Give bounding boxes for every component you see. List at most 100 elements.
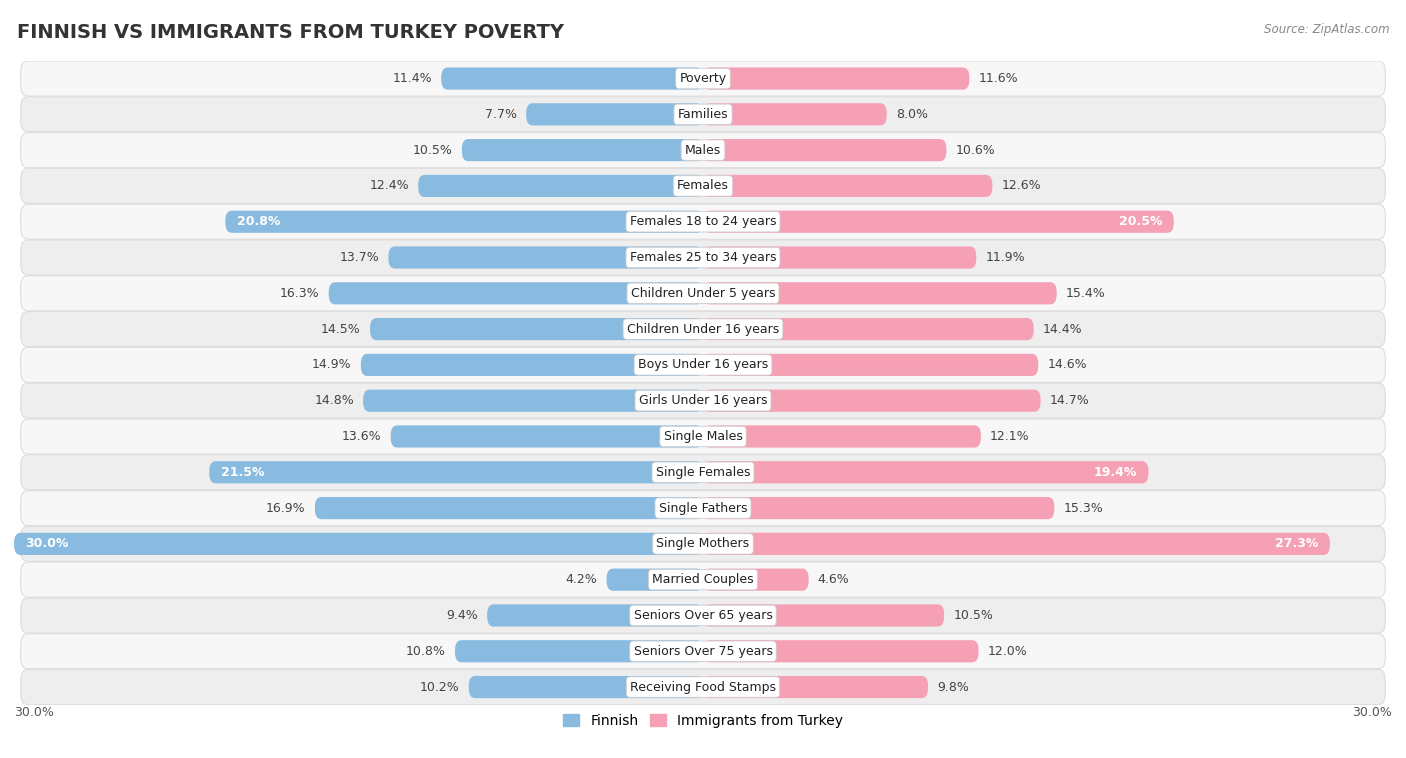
FancyBboxPatch shape xyxy=(21,526,1385,562)
FancyBboxPatch shape xyxy=(703,568,808,590)
Text: Females 18 to 24 years: Females 18 to 24 years xyxy=(630,215,776,228)
Text: 13.7%: 13.7% xyxy=(339,251,380,264)
Text: 12.0%: 12.0% xyxy=(988,645,1028,658)
FancyBboxPatch shape xyxy=(315,497,703,519)
Text: 7.7%: 7.7% xyxy=(485,108,517,121)
FancyBboxPatch shape xyxy=(703,246,976,268)
FancyBboxPatch shape xyxy=(21,490,1385,525)
FancyBboxPatch shape xyxy=(703,461,1149,484)
Text: Poverty: Poverty xyxy=(679,72,727,85)
Text: 9.8%: 9.8% xyxy=(938,681,969,694)
Text: 13.6%: 13.6% xyxy=(342,430,381,443)
Text: 9.4%: 9.4% xyxy=(446,609,478,622)
FancyBboxPatch shape xyxy=(21,562,1385,597)
Text: 30.0%: 30.0% xyxy=(14,706,53,719)
Text: Families: Families xyxy=(678,108,728,121)
FancyBboxPatch shape xyxy=(21,240,1385,275)
Text: 10.5%: 10.5% xyxy=(413,143,453,157)
Text: Receiving Food Stamps: Receiving Food Stamps xyxy=(630,681,776,694)
Text: 21.5%: 21.5% xyxy=(221,465,264,479)
FancyBboxPatch shape xyxy=(703,175,993,197)
FancyBboxPatch shape xyxy=(21,133,1385,168)
Text: 12.6%: 12.6% xyxy=(1001,180,1042,193)
Text: 19.4%: 19.4% xyxy=(1094,465,1137,479)
FancyBboxPatch shape xyxy=(21,347,1385,383)
FancyBboxPatch shape xyxy=(456,641,703,662)
FancyBboxPatch shape xyxy=(21,598,1385,633)
FancyBboxPatch shape xyxy=(21,455,1385,490)
FancyBboxPatch shape xyxy=(703,390,1040,412)
Text: Boys Under 16 years: Boys Under 16 years xyxy=(638,359,768,371)
FancyBboxPatch shape xyxy=(703,641,979,662)
Text: 4.6%: 4.6% xyxy=(818,573,849,586)
Text: 11.6%: 11.6% xyxy=(979,72,1018,85)
FancyBboxPatch shape xyxy=(361,354,703,376)
Text: Single Mothers: Single Mothers xyxy=(657,537,749,550)
Text: 10.8%: 10.8% xyxy=(406,645,446,658)
FancyBboxPatch shape xyxy=(21,634,1385,669)
Text: 14.5%: 14.5% xyxy=(321,323,361,336)
Text: Children Under 16 years: Children Under 16 years xyxy=(627,323,779,336)
FancyBboxPatch shape xyxy=(391,425,703,447)
FancyBboxPatch shape xyxy=(703,211,1174,233)
FancyBboxPatch shape xyxy=(329,282,703,305)
Text: 20.5%: 20.5% xyxy=(1119,215,1163,228)
FancyBboxPatch shape xyxy=(21,312,1385,346)
Text: 16.9%: 16.9% xyxy=(266,502,305,515)
Text: Seniors Over 75 years: Seniors Over 75 years xyxy=(634,645,772,658)
Text: 15.3%: 15.3% xyxy=(1063,502,1104,515)
FancyBboxPatch shape xyxy=(703,103,887,125)
FancyBboxPatch shape xyxy=(486,604,703,627)
Legend: Finnish, Immigrants from Turkey: Finnish, Immigrants from Turkey xyxy=(557,708,849,734)
Text: 10.2%: 10.2% xyxy=(420,681,460,694)
FancyBboxPatch shape xyxy=(703,604,945,627)
FancyBboxPatch shape xyxy=(703,497,1054,519)
FancyBboxPatch shape xyxy=(21,204,1385,240)
Text: 10.5%: 10.5% xyxy=(953,609,993,622)
FancyBboxPatch shape xyxy=(441,67,703,89)
FancyBboxPatch shape xyxy=(703,139,946,161)
FancyBboxPatch shape xyxy=(209,461,703,484)
FancyBboxPatch shape xyxy=(225,211,703,233)
Text: 14.6%: 14.6% xyxy=(1047,359,1087,371)
Text: 27.3%: 27.3% xyxy=(1275,537,1319,550)
Text: 16.3%: 16.3% xyxy=(280,287,319,300)
FancyBboxPatch shape xyxy=(703,425,981,447)
FancyBboxPatch shape xyxy=(526,103,703,125)
Text: 11.4%: 11.4% xyxy=(392,72,432,85)
Text: 14.4%: 14.4% xyxy=(1043,323,1083,336)
Text: Females 25 to 34 years: Females 25 to 34 years xyxy=(630,251,776,264)
Text: 14.8%: 14.8% xyxy=(314,394,354,407)
FancyBboxPatch shape xyxy=(703,533,1330,555)
Text: 10.6%: 10.6% xyxy=(956,143,995,157)
Text: 11.9%: 11.9% xyxy=(986,251,1025,264)
Text: 8.0%: 8.0% xyxy=(896,108,928,121)
Text: 14.7%: 14.7% xyxy=(1050,394,1090,407)
FancyBboxPatch shape xyxy=(370,318,703,340)
Text: 30.0%: 30.0% xyxy=(25,537,69,550)
FancyBboxPatch shape xyxy=(21,669,1385,705)
Text: Seniors Over 65 years: Seniors Over 65 years xyxy=(634,609,772,622)
Text: 4.2%: 4.2% xyxy=(565,573,598,586)
Text: Girls Under 16 years: Girls Under 16 years xyxy=(638,394,768,407)
FancyBboxPatch shape xyxy=(363,390,703,412)
FancyBboxPatch shape xyxy=(21,419,1385,454)
Text: Females: Females xyxy=(678,180,728,193)
FancyBboxPatch shape xyxy=(388,246,703,268)
Text: 15.4%: 15.4% xyxy=(1066,287,1105,300)
FancyBboxPatch shape xyxy=(703,676,928,698)
FancyBboxPatch shape xyxy=(468,676,703,698)
Text: 30.0%: 30.0% xyxy=(1353,706,1392,719)
FancyBboxPatch shape xyxy=(418,175,703,197)
Text: 12.4%: 12.4% xyxy=(370,180,409,193)
Text: Source: ZipAtlas.com: Source: ZipAtlas.com xyxy=(1264,23,1389,36)
FancyBboxPatch shape xyxy=(703,67,969,89)
Text: Single Males: Single Males xyxy=(664,430,742,443)
Text: 12.1%: 12.1% xyxy=(990,430,1029,443)
FancyBboxPatch shape xyxy=(703,282,1057,305)
Text: Males: Males xyxy=(685,143,721,157)
Text: Children Under 5 years: Children Under 5 years xyxy=(631,287,775,300)
Text: Single Females: Single Females xyxy=(655,465,751,479)
FancyBboxPatch shape xyxy=(21,383,1385,418)
FancyBboxPatch shape xyxy=(14,533,703,555)
